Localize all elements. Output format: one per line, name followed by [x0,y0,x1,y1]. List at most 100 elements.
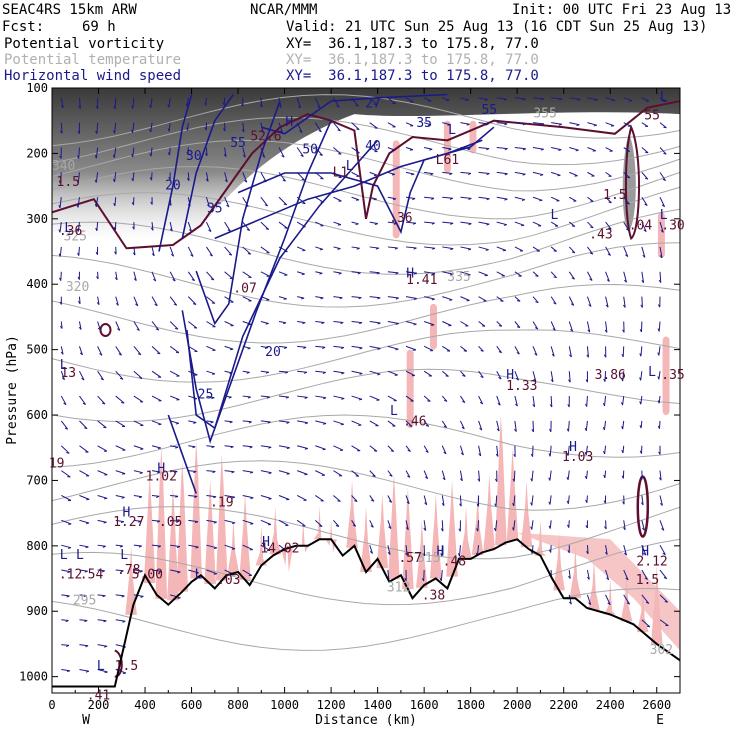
wind-vector [351,445,361,452]
wind-vector-head [639,329,642,333]
wind-vector [114,97,117,109]
wind-vector [387,420,396,427]
pv-shade [620,572,633,622]
wind-vector-head [77,276,80,280]
wind-vector-head [530,502,533,506]
wind-vector [115,569,124,572]
wind-vector-head [224,179,228,183]
wind-vector-head [522,173,526,176]
wind-vector [206,296,216,304]
wind-vector-head [571,251,576,254]
wind-vector-head [413,323,417,326]
wind-vector [423,97,432,102]
wind-vector-head [516,300,521,302]
wind-vector-head [118,353,122,356]
wind-vector-head [521,199,526,201]
pv-shade [346,480,358,548]
wind-vector [459,420,465,430]
pv-shade [239,493,251,580]
wind-vector [569,196,577,202]
wind-vector [79,519,90,524]
wind-vector [604,371,607,382]
wind-vector-head [231,471,235,474]
wind-vector [514,420,517,432]
wind-vector [549,495,552,505]
pv-shade [388,473,400,580]
wind-vector [351,97,359,107]
wind-vector [150,147,153,157]
theta-contour [52,94,680,147]
wind-vector [97,321,101,331]
wind-vector [496,346,502,354]
wind-vector [387,395,397,402]
wind-vector [442,221,454,224]
wind-vector [78,246,80,256]
wind-vector-head [268,472,272,475]
wind-vector [278,445,290,449]
low-marker: L [60,358,68,373]
wind-vector-head [448,148,452,151]
wind-vector [569,122,580,126]
wind-vector-head [493,527,497,532]
wind-vector [115,519,124,523]
wind-vector-head [230,446,234,449]
wind-vector-head [568,575,571,579]
wind-vector-head [534,353,538,356]
wind-vector-head [317,105,321,109]
wind-vector-head [540,98,545,101]
wind-vector-head [266,299,270,301]
wind-vector-head [281,155,285,158]
wind-vector [97,519,107,523]
wind-vector [623,221,630,231]
wind-vector [659,470,662,481]
plot-frame [51,87,681,694]
field-wind-xy: XY= 36.1,187.3 to 175.8, 77.0 [286,68,539,84]
pv-label: 55 [644,108,660,123]
wind-vector-head [267,421,271,424]
wind-vector [496,321,503,327]
high-marker: H [285,115,293,130]
wind-vector-head [425,450,429,453]
low-marker: L [550,208,558,223]
wind-vector-head [411,173,415,176]
wind-vector [532,395,536,407]
wind-vector [641,122,649,127]
pv-label: .36 [59,224,82,239]
wind-vector-head [664,601,668,603]
wind-vector [206,321,216,328]
wind-vector [641,544,647,556]
wind-vector [441,420,448,428]
wind-vector [459,470,463,481]
wind-vector [296,470,308,475]
wind-vector-head [640,476,643,480]
wind-vector [133,470,143,474]
wind-vector-head [515,377,519,381]
wind-vector-head [302,322,306,325]
wind-vector [242,296,252,302]
wind-vector-head [424,502,428,506]
wind-vector-head [395,272,399,275]
wind-vector-head [662,178,666,182]
wind-vector-head [172,278,176,282]
wind-vector [641,594,650,604]
wind-vector-head [494,503,497,507]
wind-vector-head [621,402,624,406]
wind-vector [206,544,218,549]
wind-vector [550,196,560,202]
wind-vector [568,569,571,579]
pv-shade [406,349,414,429]
pv-shade [269,506,282,555]
wind-vector-head [476,503,479,507]
pv-shade [143,473,156,584]
wind-vector [623,545,627,556]
wind-vector [423,345,434,352]
wind-vector-head [228,396,232,399]
wind-vector [514,97,526,100]
wind-vector [442,246,454,250]
wind-vector-head [432,273,436,275]
wind-vector [206,494,217,498]
wind-vector-head [95,130,98,134]
wind-vector-head [359,322,363,325]
wind-vector [369,370,381,375]
wind-vector [242,172,248,183]
